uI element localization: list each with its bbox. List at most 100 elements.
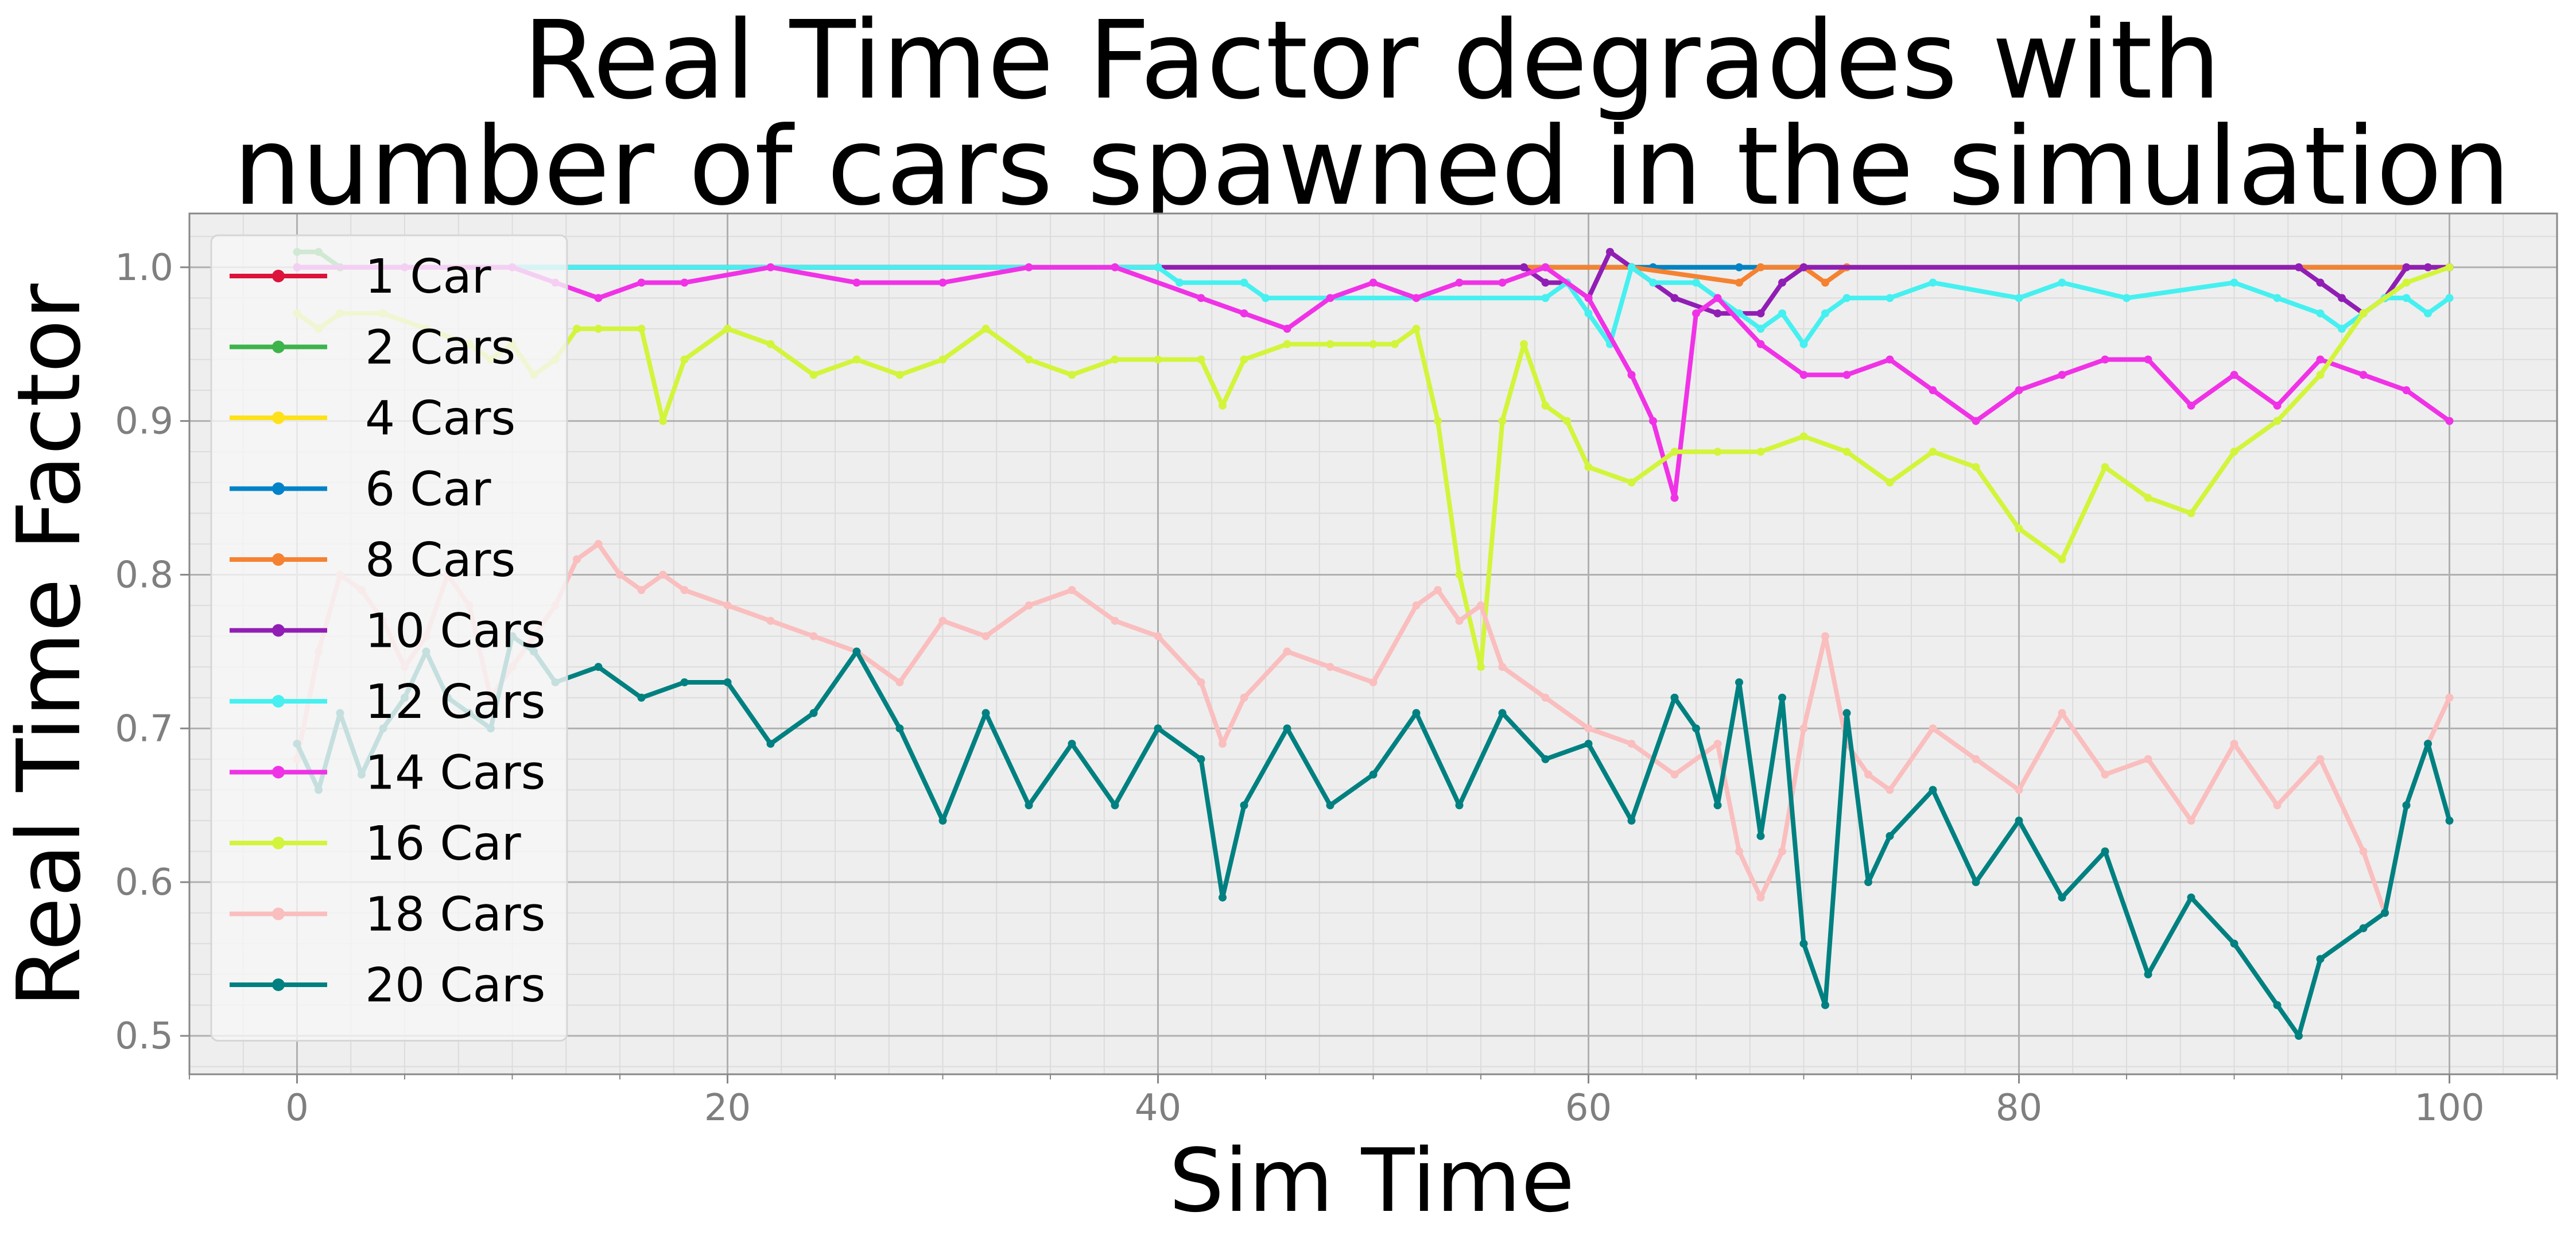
legend-entry: 20 Cars xyxy=(230,958,545,1013)
data-point xyxy=(1713,448,1722,456)
data-point xyxy=(1778,693,1786,702)
data-point xyxy=(2402,801,2411,810)
data-point xyxy=(2101,355,2109,364)
data-point xyxy=(1541,755,1550,763)
data-point xyxy=(1972,755,1980,763)
data-point xyxy=(1584,463,1593,471)
data-point xyxy=(1520,263,1528,271)
data-point xyxy=(2316,355,2325,364)
data-point xyxy=(2015,817,2023,825)
data-point xyxy=(2445,817,2454,825)
data-point xyxy=(2381,908,2389,917)
y-tick-label: 1.0 xyxy=(115,247,173,289)
data-point xyxy=(680,278,689,287)
data-point xyxy=(2445,263,2454,271)
data-point xyxy=(2101,463,2109,471)
data-point xyxy=(2101,770,2109,779)
y-axis-label: Real Time Factor xyxy=(0,283,100,1008)
data-point xyxy=(1498,663,1507,671)
data-point xyxy=(1886,294,1894,302)
data-point xyxy=(2230,939,2239,948)
data-point xyxy=(1520,340,1528,348)
data-point xyxy=(1068,371,1076,379)
data-point xyxy=(852,647,861,656)
data-point xyxy=(1455,570,1464,579)
data-point xyxy=(680,678,689,686)
data-point xyxy=(1584,740,1593,748)
data-point xyxy=(1068,586,1076,595)
data-point xyxy=(1799,340,1808,348)
data-point xyxy=(1584,309,1593,318)
data-point xyxy=(1929,786,1937,794)
data-point xyxy=(1821,309,1829,318)
data-point xyxy=(2144,755,2152,763)
data-point xyxy=(1326,294,1334,302)
data-point xyxy=(1627,263,1636,271)
x-axis-label: Sim Time xyxy=(1169,1130,1574,1232)
data-point xyxy=(1799,263,1808,271)
data-point xyxy=(1627,817,1636,825)
data-point xyxy=(1735,678,1743,686)
data-point xyxy=(723,678,732,686)
data-point xyxy=(2316,278,2325,287)
data-point xyxy=(2316,309,2325,318)
data-point xyxy=(1929,724,1937,733)
legend-box xyxy=(210,234,568,1042)
data-point xyxy=(1369,770,1378,779)
data-point xyxy=(1477,601,1485,610)
data-point xyxy=(1154,355,1162,364)
data-point xyxy=(2295,263,2303,271)
legend-label: 14 Cars xyxy=(365,746,545,801)
data-point xyxy=(2058,893,2066,902)
data-point xyxy=(809,371,818,379)
data-point xyxy=(1219,740,1227,748)
data-point xyxy=(1326,663,1334,671)
data-point xyxy=(1412,324,1421,333)
data-point xyxy=(1326,801,1334,810)
data-point xyxy=(1627,478,1636,487)
data-point xyxy=(2144,494,2152,502)
data-point xyxy=(2424,309,2432,318)
data-point xyxy=(1756,832,1765,840)
data-point xyxy=(1886,832,1894,840)
legend-label: 6 Car xyxy=(365,463,491,517)
data-point xyxy=(938,817,947,825)
y-tick-label: 0.8 xyxy=(115,554,173,596)
data-point xyxy=(981,324,990,333)
data-point xyxy=(1240,309,1248,318)
data-point xyxy=(1240,801,1248,810)
legend-label: 10 Cars xyxy=(365,604,545,659)
data-point xyxy=(1821,1001,1829,1009)
data-point xyxy=(2187,401,2195,410)
x-tick-label: 60 xyxy=(1565,1087,1612,1129)
data-point xyxy=(2424,740,2432,748)
data-point xyxy=(1756,340,1765,348)
data-point xyxy=(895,371,904,379)
data-point xyxy=(809,632,818,640)
data-point xyxy=(2015,786,2023,794)
data-point xyxy=(1670,294,1679,302)
series-line xyxy=(297,265,2451,500)
data-point xyxy=(1369,340,1378,348)
data-point xyxy=(594,539,603,548)
data-point xyxy=(1692,309,1700,318)
data-point xyxy=(809,709,818,717)
legend-swatch-marker xyxy=(272,766,285,779)
data-point xyxy=(723,324,732,333)
data-point xyxy=(1412,709,1421,717)
data-point xyxy=(2144,970,2152,978)
data-point xyxy=(1842,709,1851,717)
data-point xyxy=(1584,294,1593,302)
data-point xyxy=(1713,801,1722,810)
data-point xyxy=(766,263,775,271)
data-point xyxy=(1627,740,1636,748)
data-point xyxy=(1412,601,1421,610)
data-point xyxy=(1111,263,1119,271)
data-point xyxy=(1886,786,1894,794)
data-point xyxy=(2316,755,2325,763)
data-point xyxy=(766,340,775,348)
data-point xyxy=(723,601,732,610)
data-point xyxy=(1670,770,1679,779)
data-point xyxy=(1025,263,1033,271)
